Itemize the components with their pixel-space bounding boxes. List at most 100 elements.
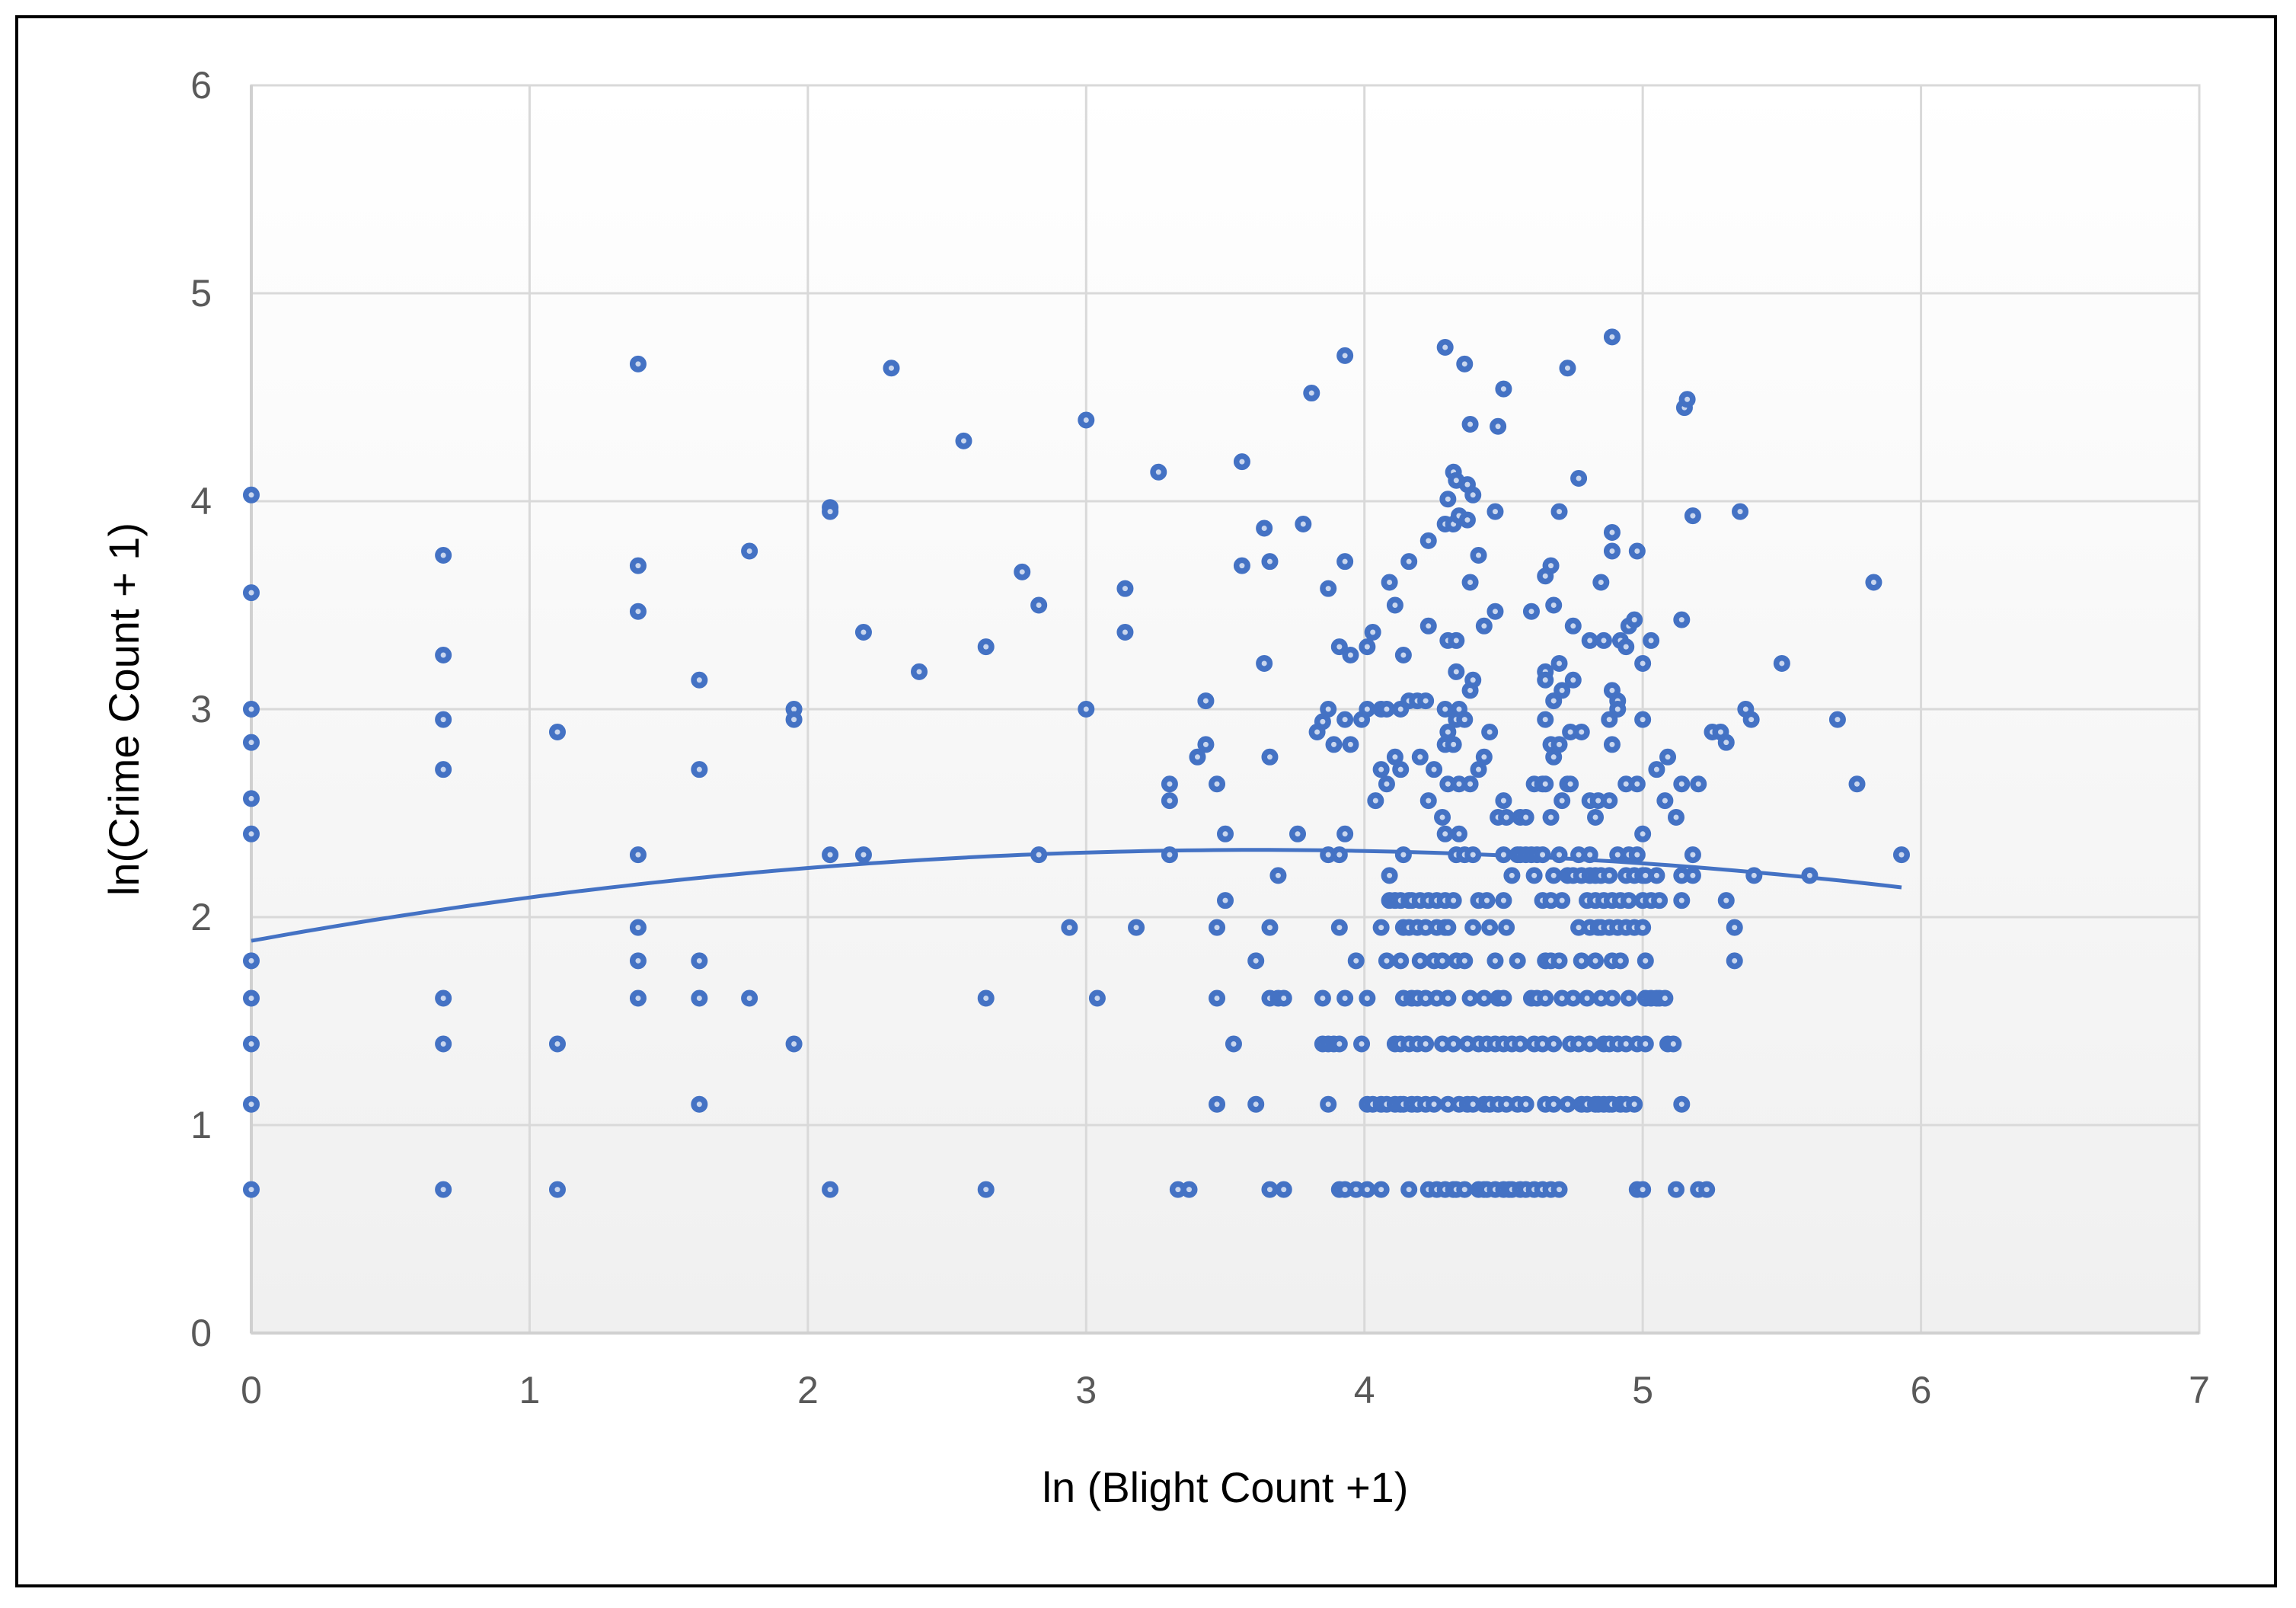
data-point-highlight — [1384, 781, 1390, 787]
data-point-highlight — [1779, 660, 1785, 667]
data-point — [1562, 775, 1579, 793]
data-point — [1450, 825, 1467, 842]
data-point-highlight — [1359, 1041, 1365, 1047]
data-point-highlight — [1592, 957, 1598, 964]
data-point — [1088, 989, 1106, 1007]
data-point-highlight — [1467, 781, 1474, 787]
data-point-highlight — [1336, 925, 1343, 931]
data-point — [1892, 846, 1910, 864]
data-point — [822, 846, 839, 864]
data-point-highlight — [1423, 698, 1429, 704]
data-point-highlight — [1122, 629, 1128, 635]
data-point — [1634, 654, 1652, 672]
data-point — [1673, 892, 1691, 909]
data-point-highlight — [1486, 729, 1493, 735]
data-point — [1342, 736, 1359, 753]
data-point-highlight — [1643, 872, 1649, 878]
data-point — [1372, 1181, 1390, 1198]
data-point-highlight — [554, 1041, 560, 1047]
data-point-highlight — [248, 706, 254, 712]
data-point-highlight — [1470, 1101, 1476, 1108]
data-point — [1320, 580, 1337, 597]
data-point-highlight — [1364, 706, 1370, 712]
data-point — [1620, 989, 1637, 1007]
data-point-highlight — [1564, 365, 1570, 371]
data-point-highlight — [1342, 717, 1348, 723]
data-point — [955, 432, 972, 449]
data-point-highlight — [696, 957, 702, 964]
data-point-highlight — [1579, 957, 1585, 964]
data-point-highlight — [1167, 798, 1173, 804]
data-point-highlight — [1528, 609, 1534, 615]
data-point — [1330, 1035, 1348, 1053]
data-point-highlight — [1606, 798, 1612, 804]
data-point-highlight — [248, 1101, 254, 1108]
data-point — [1667, 1181, 1684, 1198]
data-point-highlight — [746, 995, 752, 1001]
data-point — [1673, 1095, 1691, 1113]
data-point — [1456, 711, 1474, 728]
data-point-highlight — [1673, 814, 1679, 820]
data-point-highlight — [1500, 798, 1506, 804]
data-point-highlight — [1570, 995, 1576, 1001]
data-point — [741, 989, 758, 1007]
data-point — [1434, 952, 1451, 970]
data-point-highlight — [1678, 1101, 1684, 1108]
data-point — [548, 1181, 566, 1198]
data-point — [1439, 919, 1457, 936]
data-point — [1601, 711, 1618, 728]
data-point-highlight — [554, 1187, 560, 1193]
data-point-highlight — [554, 729, 560, 735]
data-point-highlight — [1684, 396, 1691, 402]
data-point — [1626, 1095, 1643, 1113]
data-point-highlight — [1202, 698, 1209, 704]
data-point — [629, 919, 647, 936]
data-point — [1436, 338, 1454, 356]
data-point-highlight — [1336, 852, 1343, 858]
data-point-highlight — [1550, 603, 1557, 608]
data-point-highlight — [635, 361, 641, 367]
data-point — [1634, 1181, 1652, 1198]
data-point-highlight — [1557, 1187, 1563, 1193]
data-point-highlight — [1467, 687, 1474, 693]
data-point — [1030, 596, 1048, 614]
data-point-highlight — [1737, 509, 1743, 515]
data-point — [1673, 611, 1691, 628]
data-point — [1161, 846, 1178, 864]
data-point-highlight — [1634, 548, 1640, 555]
data-point-highlight — [1266, 754, 1273, 760]
data-point-highlight — [1486, 925, 1493, 931]
data-point — [1233, 557, 1250, 574]
data-point — [1378, 701, 1395, 718]
data-point — [1303, 385, 1320, 402]
data-point-highlight — [983, 644, 989, 650]
data-point — [1419, 532, 1437, 549]
data-point — [243, 584, 260, 602]
data-point — [1848, 775, 1866, 793]
data-point — [243, 989, 260, 1007]
data-point-highlight — [1464, 1041, 1471, 1047]
data-point — [1634, 711, 1652, 728]
data-point — [1247, 1095, 1265, 1113]
data-point-highlight — [1587, 1041, 1593, 1047]
data-point — [1550, 1181, 1568, 1198]
data-point-highlight — [248, 957, 254, 964]
data-point-highlight — [1732, 957, 1738, 964]
data-point-highlight — [1662, 798, 1668, 804]
data-point-highlight — [1550, 1101, 1557, 1108]
x-tick-label: 1 — [519, 1369, 541, 1411]
data-point — [1411, 748, 1429, 766]
data-point — [1587, 808, 1605, 826]
data-point-highlight — [1186, 1187, 1192, 1193]
data-point-highlight — [1634, 852, 1640, 858]
data-point-highlight — [1751, 872, 1757, 878]
data-point-highlight — [1222, 831, 1228, 837]
data-point-highlight — [1570, 623, 1576, 629]
x-tick-label: 2 — [797, 1369, 819, 1411]
data-point-highlight — [1470, 492, 1476, 498]
data-point-highlight — [1567, 781, 1573, 787]
data-point — [1684, 867, 1701, 884]
data-point-highlight — [1445, 925, 1451, 931]
data-point-highlight — [791, 717, 797, 723]
data-point — [1426, 761, 1443, 778]
